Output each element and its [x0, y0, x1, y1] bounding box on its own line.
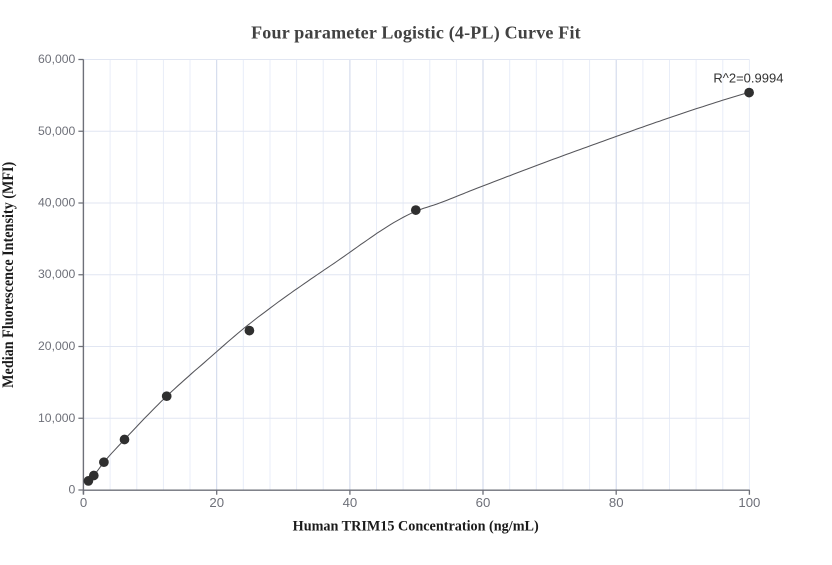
- svg-text:R^2=0.9994: R^2=0.9994: [713, 71, 783, 86]
- svg-text:0: 0: [69, 483, 76, 497]
- svg-text:50,000: 50,000: [38, 124, 75, 138]
- svg-text:Human TRIM15 Concentration (ng: Human TRIM15 Concentration (ng/mL): [293, 518, 539, 534]
- svg-text:Four parameter Logistic (4-PL): Four parameter Logistic (4-PL) Curve Fit: [251, 22, 581, 43]
- svg-text:100: 100: [738, 495, 760, 510]
- svg-text:80: 80: [609, 495, 624, 510]
- svg-text:60,000: 60,000: [38, 52, 75, 66]
- svg-text:60: 60: [476, 495, 491, 510]
- svg-text:20: 20: [209, 495, 224, 510]
- svg-text:20,000: 20,000: [38, 339, 75, 353]
- svg-text:40,000: 40,000: [38, 196, 75, 210]
- svg-text:10,000: 10,000: [38, 411, 75, 425]
- svg-text:30,000: 30,000: [38, 267, 75, 281]
- svg-text:40: 40: [343, 495, 358, 510]
- svg-text:Median Fluorescence Intensity: Median Fluorescence Intensity (MFI): [0, 162, 17, 388]
- svg-text:0: 0: [80, 495, 87, 510]
